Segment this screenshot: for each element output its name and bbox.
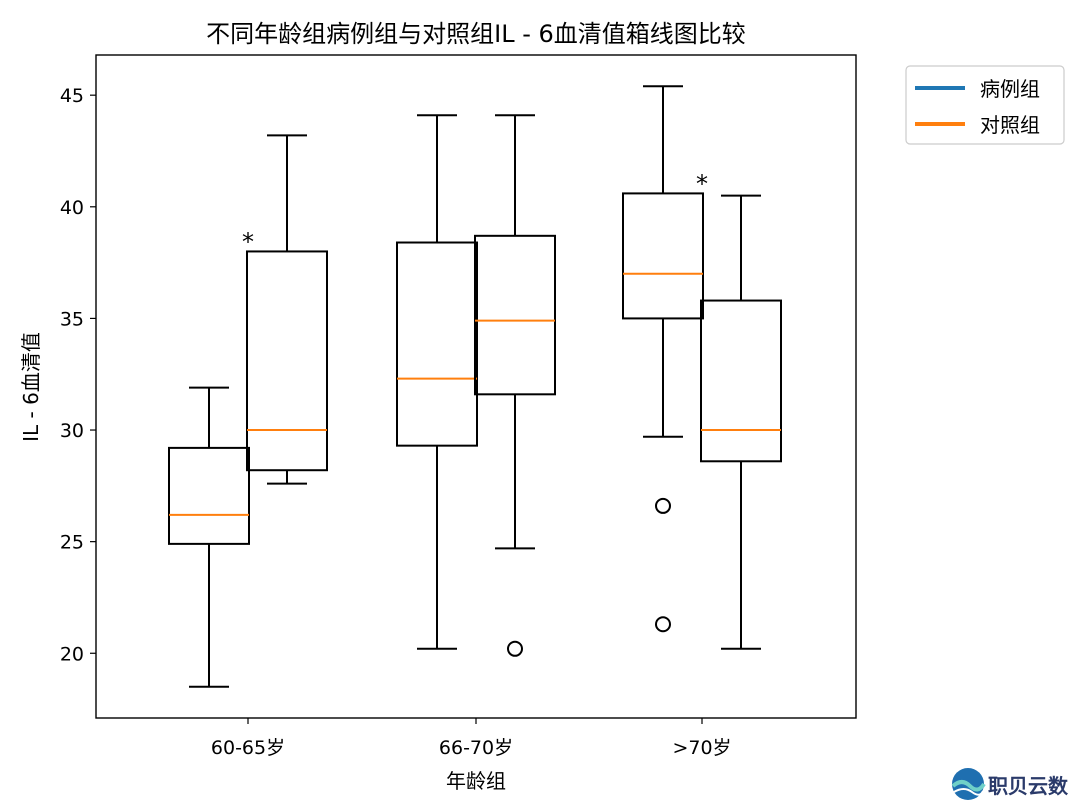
- y-axis-label: IL - 6血清值: [19, 332, 43, 442]
- x-tick-label: >70岁: [672, 737, 731, 759]
- outlier-point: [655, 497, 671, 514]
- outlier-point: [507, 640, 523, 657]
- significance-star: *: [696, 170, 708, 198]
- annotations-group: **: [242, 170, 708, 256]
- watermark-text: 职贝云数: [988, 774, 1068, 798]
- x-tick-label: 66-70岁: [439, 737, 513, 759]
- y-tick-label: 25: [60, 532, 84, 554]
- outlier-point: [655, 616, 671, 633]
- box-body: [168, 446, 250, 545]
- box-control-2: [700, 194, 782, 650]
- watermark-logo: [951, 768, 986, 800]
- box-body: [700, 299, 782, 463]
- x-axis: 60-65岁 66-70岁 >70岁: [211, 718, 732, 759]
- y-tick-label: 35: [60, 308, 84, 330]
- y-tick-label: 20: [60, 643, 84, 665]
- box-series-group: [168, 85, 782, 688]
- box-body: [246, 250, 328, 472]
- box-case-1: [396, 114, 478, 650]
- chart-title: 不同年龄组病例组与对照组IL - 6血清值箱线图比较: [206, 20, 746, 48]
- box-control-0: [246, 134, 328, 485]
- legend-label: 对照组: [980, 113, 1040, 137]
- x-tick-label: 60-65岁: [211, 737, 285, 759]
- x-axis-label: 年龄组: [446, 769, 506, 793]
- y-tick-label: 30: [60, 420, 84, 442]
- box-case-0: [168, 386, 250, 688]
- globe-wave-icon: [951, 768, 986, 800]
- y-axis: 20 25 30 35 40 45: [60, 85, 96, 665]
- legend-label: 病例组: [980, 77, 1040, 101]
- y-tick-label: 40: [60, 197, 84, 219]
- y-tick-label: 45: [60, 85, 84, 107]
- box-body: [396, 241, 478, 447]
- significance-star: *: [242, 228, 254, 256]
- box-control-1: [474, 114, 556, 657]
- box-body: [622, 192, 704, 320]
- box-case-2: [622, 85, 704, 633]
- box-body: [474, 234, 556, 396]
